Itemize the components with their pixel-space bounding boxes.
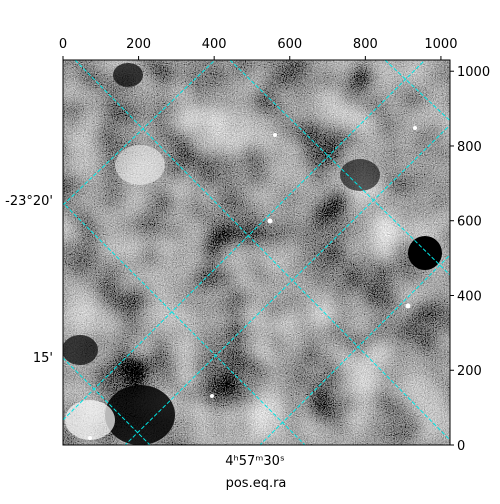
plot-frame xyxy=(62,59,451,446)
coordinate-grid xyxy=(63,60,450,445)
dec-tick-label: 15' xyxy=(33,351,53,366)
x-tick-label: 200 xyxy=(126,37,151,52)
grid-line xyxy=(259,254,450,445)
y-tick-label: 200 xyxy=(457,364,482,379)
grid-line xyxy=(229,60,450,276)
x-tick-label: 600 xyxy=(277,37,302,52)
x-axis-label: pos.eq.ra xyxy=(226,476,287,491)
dec-tick-label: -23°20' xyxy=(5,194,53,209)
grid-line xyxy=(63,60,216,206)
y-tick-label: 800 xyxy=(457,140,482,155)
x-tick-label: 400 xyxy=(202,37,227,52)
grid-line xyxy=(74,60,450,441)
image xyxy=(63,60,450,445)
grid-line xyxy=(384,60,450,122)
x-tick-label: 800 xyxy=(353,37,378,52)
grid-line xyxy=(63,357,151,445)
y-tick-label: 1000 xyxy=(457,65,490,80)
ra-tick-label: 4ʰ57ᵐ30ˢ xyxy=(225,454,285,469)
x-tick-label: 1000 xyxy=(424,37,457,52)
x-tick-label: 0 xyxy=(59,37,67,52)
grid-line xyxy=(63,202,306,445)
y-tick-label: 400 xyxy=(457,289,482,304)
y-tick-label: 0 xyxy=(457,439,465,454)
grid-line xyxy=(124,124,450,445)
grid-line xyxy=(63,60,426,421)
y-tick-label: 600 xyxy=(457,215,482,230)
